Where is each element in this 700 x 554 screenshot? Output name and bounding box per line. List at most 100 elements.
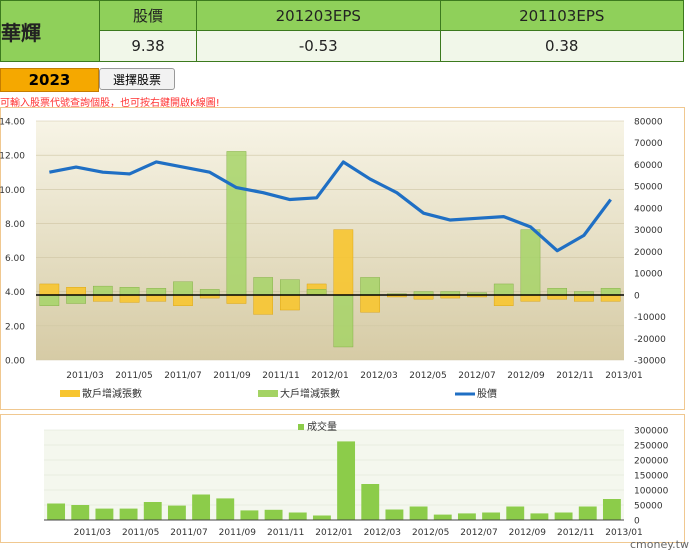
chart2-frame bbox=[0, 414, 685, 543]
volume-tick-label: 50000 bbox=[634, 502, 663, 512]
value-eps-2012: -0.53 bbox=[196, 30, 441, 62]
right-tick-label: 20000 bbox=[634, 248, 663, 258]
x-tick-label: 2012/09 bbox=[507, 371, 545, 381]
legend-label: 大戶增減張數 bbox=[280, 387, 340, 400]
right-tick-label: 30000 bbox=[634, 226, 663, 236]
legend-swatch bbox=[60, 390, 80, 397]
bar-major bbox=[547, 288, 568, 296]
right-tick-label: 0 bbox=[634, 291, 640, 301]
right-tick-label: 60000 bbox=[634, 161, 663, 171]
bar-volume bbox=[167, 505, 186, 520]
bar-retail bbox=[253, 294, 274, 315]
bar-volume bbox=[288, 512, 307, 520]
right-tick-label: -20000 bbox=[634, 335, 666, 345]
volume-tick-label: 100000 bbox=[634, 487, 669, 497]
x-tick-label: 2011/03 bbox=[74, 528, 111, 538]
legend-label: 散戶增減張數 bbox=[82, 387, 142, 400]
stock-header-table: 華輝 股價 201203EPS 201103EPS 9.38 -0.53 0.3… bbox=[0, 0, 685, 62]
year-selector[interactable]: 2023 bbox=[0, 68, 99, 92]
bar-volume bbox=[457, 513, 476, 520]
bar-retail bbox=[66, 287, 86, 296]
bar-major bbox=[360, 277, 380, 296]
header-col-eps-2011: 201103EPS bbox=[439, 0, 685, 31]
bar-volume bbox=[312, 515, 331, 520]
x-tick-label: 2011/03 bbox=[66, 371, 103, 381]
bar-major bbox=[92, 285, 113, 296]
right-tick-label: 80000 bbox=[634, 118, 663, 128]
holders-price-chart: 0.00 2.00 4.00 6.00 8.00 10.00 12.00 14.00 -300… bbox=[0, 107, 685, 410]
bar-major bbox=[253, 277, 274, 296]
left-tick-label: 2.00 bbox=[5, 322, 25, 332]
legend-label: 股價 bbox=[477, 387, 497, 400]
x-tick-label: 2012/05 bbox=[409, 371, 446, 381]
left-tick-label: 8.00 bbox=[5, 220, 25, 230]
bar-major bbox=[493, 283, 514, 296]
x-tick-label: 2011/05 bbox=[122, 528, 159, 538]
bar-volume bbox=[47, 503, 66, 520]
x-tick-label: 2011/07 bbox=[170, 528, 207, 538]
bar-volume bbox=[409, 506, 428, 520]
right-tick-label: 70000 bbox=[634, 139, 663, 149]
bar-retail bbox=[360, 294, 380, 313]
bar-major bbox=[119, 287, 140, 296]
x-tick-label: 2011/09 bbox=[219, 528, 257, 538]
x-tick-label: 2012/05 bbox=[412, 528, 449, 538]
bar-major bbox=[520, 229, 541, 296]
bar-volume bbox=[554, 512, 573, 520]
bar-volume bbox=[530, 513, 549, 520]
bar-major bbox=[146, 288, 167, 296]
value-eps-2011: 0.38 bbox=[439, 30, 685, 62]
bar-retail bbox=[119, 294, 140, 303]
bar-major bbox=[173, 281, 193, 296]
x-tick-label: 2013/01 bbox=[605, 528, 642, 538]
left-tick-label: 0.00 bbox=[5, 357, 25, 367]
volume-tick-label: 200000 bbox=[634, 457, 669, 467]
bar-volume bbox=[95, 508, 114, 520]
header-col-eps-2012: 201203EPS bbox=[196, 0, 441, 31]
left-tick-label: 10.00 bbox=[0, 186, 25, 196]
bar-volume bbox=[433, 514, 452, 520]
bar-volume bbox=[119, 508, 138, 520]
bar-volume bbox=[578, 506, 597, 520]
left-tick-label: 4.00 bbox=[5, 288, 25, 298]
bar-retail bbox=[280, 294, 300, 311]
legend-swatch bbox=[258, 390, 278, 397]
volume-tick-label: 150000 bbox=[634, 472, 669, 482]
bar-major bbox=[333, 294, 354, 348]
left-tick-label: 6.00 bbox=[5, 254, 25, 264]
bar-major bbox=[280, 279, 300, 296]
bar-major bbox=[306, 289, 327, 296]
x-tick-label: 2012/03 bbox=[360, 371, 397, 381]
x-tick-label: 2012/01 bbox=[315, 528, 352, 538]
legend-swatch bbox=[298, 424, 304, 430]
right-tick-label: -30000 bbox=[634, 357, 666, 367]
bar-retail bbox=[493, 294, 514, 306]
x-tick-label: 2012/01 bbox=[311, 371, 348, 381]
bar-retail bbox=[333, 229, 354, 296]
bar-volume bbox=[506, 506, 525, 520]
bar-major bbox=[226, 151, 247, 296]
x-tick-label: 2011/05 bbox=[115, 371, 152, 381]
bar-volume bbox=[602, 499, 621, 520]
left-tick-label: 14.00 bbox=[0, 118, 25, 128]
pick-stock-button[interactable]: 選擇股票 bbox=[99, 68, 175, 90]
header-col-price: 股價 bbox=[98, 0, 198, 31]
bar-retail bbox=[226, 294, 247, 304]
bar-volume bbox=[264, 509, 283, 520]
bar-volume bbox=[337, 441, 356, 520]
bar-volume bbox=[192, 494, 211, 520]
x-tick-label: 2011/07 bbox=[164, 371, 201, 381]
bar-volume bbox=[143, 502, 162, 520]
x-tick-label: 2011/09 bbox=[213, 371, 251, 381]
bar-volume bbox=[385, 509, 404, 520]
x-tick-label: 2012/11 bbox=[556, 371, 593, 381]
right-tick-label: -10000 bbox=[634, 313, 666, 323]
bar-volume bbox=[361, 484, 380, 520]
bar-volume bbox=[482, 512, 501, 520]
left-tick-label: 12.00 bbox=[0, 152, 25, 162]
bar-retail bbox=[39, 283, 60, 296]
x-tick-label: 2012/09 bbox=[509, 528, 547, 538]
x-tick-label: 2011/11 bbox=[262, 371, 299, 381]
chart1-frame bbox=[0, 107, 685, 410]
value-price: 9.38 bbox=[98, 30, 198, 62]
